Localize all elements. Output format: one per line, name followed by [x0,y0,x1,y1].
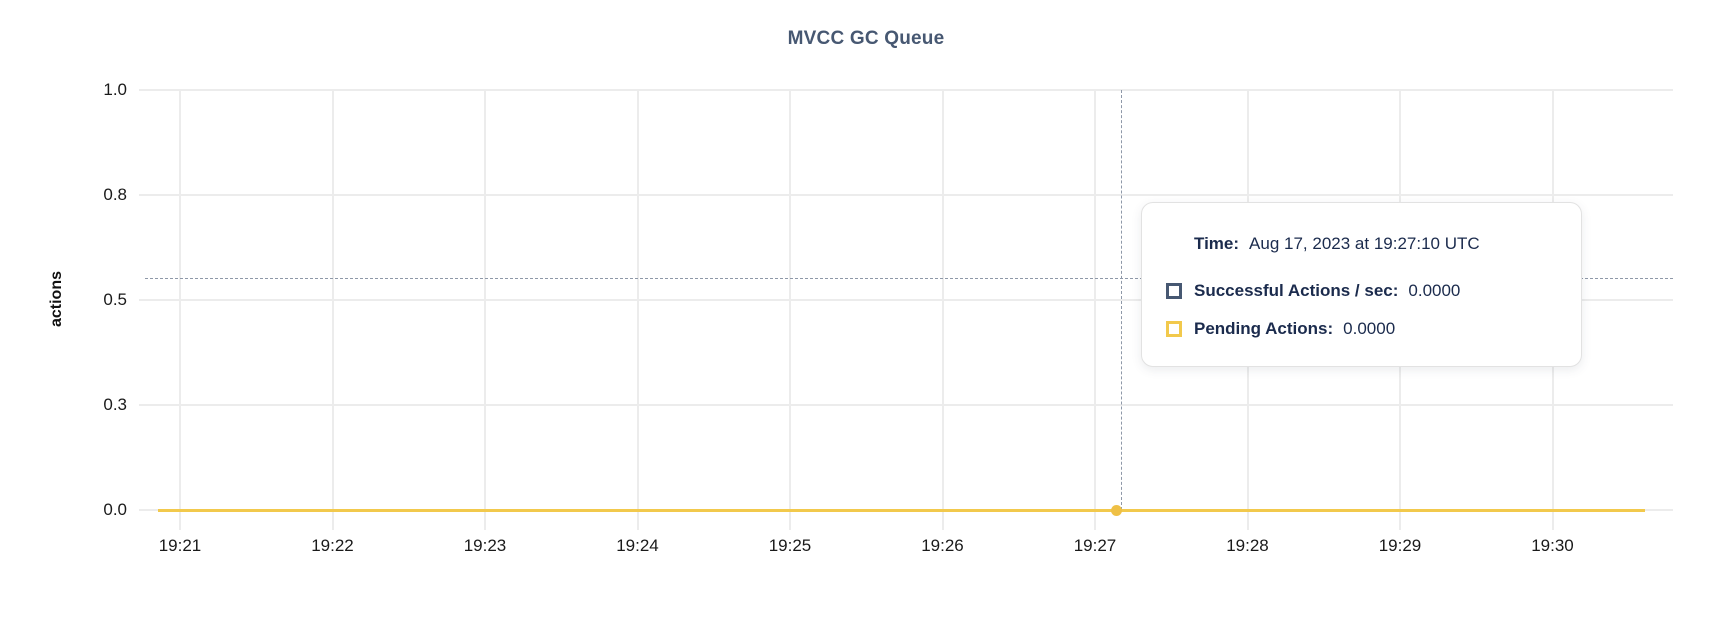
h-gridline [139,299,1673,301]
tooltip-series-value: 0.0000 [1343,319,1396,338]
tooltip-time-row: Time: Aug 17, 2023 at 19:27:10 UTC [1194,229,1565,259]
y-tick-label: 0.0 [103,500,127,519]
pending-actions-series-line [158,508,1645,512]
v-gridline [484,90,486,530]
v-gridline [789,90,791,530]
x-tick-label: 19:28 [1226,536,1269,555]
x-tick-label: 19:24 [616,536,659,555]
y-tick-label: 0.8 [103,185,127,204]
y-tick-label: 1.0 [103,80,127,99]
x-tick-label: 19:29 [1378,536,1422,555]
v-gridline [1094,90,1096,530]
v-gridline [179,90,181,530]
x-tick-label: 19:25 [768,536,812,555]
hover-point-dot [1110,504,1122,516]
x-tick-label: 19:30 [1531,536,1574,555]
x-tick-label: 19:26 [921,536,964,555]
v-gridline [941,90,944,530]
v-gridline [636,90,639,530]
chart-title: MVCC GC Queue [787,28,945,49]
y-tick-label: 0.3 [103,395,127,414]
h-gridline [139,194,1673,196]
h-gridline [139,89,1673,91]
crosshair-vertical [1121,90,1122,510]
tooltip-series-label: Pending Actions: [1194,319,1334,338]
x-tick-label: 19:22 [311,536,354,555]
x-tick-label: 19:21 [158,536,202,555]
pending-actions-swatch-icon [1166,321,1182,337]
tooltip-series-value: 0.0000 [1408,281,1461,300]
tooltip-time-value: Aug 17, 2023 at 19:27:10 UTC [1249,234,1480,253]
chart-tooltip: Time: Aug 17, 2023 at 19:27:10 UTC Succe… [1141,202,1582,367]
successful-actions-swatch-icon [1166,283,1182,299]
crosshair-horizontal [145,278,1673,279]
h-gridline [139,404,1673,406]
x-tick-label: 19:27 [1073,536,1117,555]
x-tick-label: 19:23 [463,536,507,555]
tooltip-series-row: Pending Actions: 0.0000 [1166,314,1565,344]
tooltip-series-row: Successful Actions / sec: 0.0000 [1166,276,1565,306]
y-tick-label: 0.5 [103,290,127,309]
v-gridline [331,90,334,530]
tooltip-series-label: Successful Actions / sec: [1194,281,1399,300]
tooltip-time-label: Time: [1194,234,1240,253]
